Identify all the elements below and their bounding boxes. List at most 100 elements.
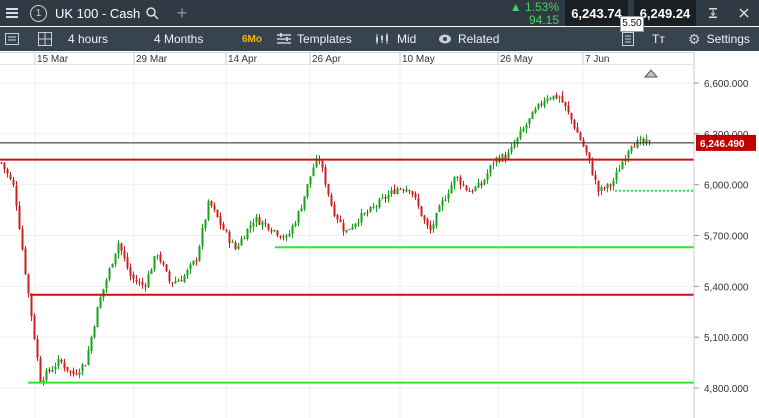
candle-body [405, 189, 408, 192]
candle-body [366, 212, 369, 214]
candle-body [597, 180, 600, 192]
close-button[interactable] [730, 0, 758, 26]
minimize-button[interactable] [698, 0, 728, 26]
candle-body [180, 279, 183, 282]
price-type-label: Mid [397, 32, 417, 46]
sell-button[interactable]: 6,243.74 [565, 0, 628, 26]
candle-body [480, 183, 483, 186]
candle-body [135, 279, 138, 282]
candle-body [246, 228, 249, 240]
menu-button[interactable] [0, 0, 24, 26]
candle-body [126, 257, 129, 268]
candle-body [522, 128, 525, 132]
candle-body [468, 190, 471, 192]
candle-body [375, 206, 378, 208]
candle-body [396, 188, 399, 194]
candle-body [234, 242, 237, 249]
settings-button[interactable]: ⚙ Settings [688, 27, 750, 51]
candle-body [420, 206, 423, 217]
candle-body [435, 212, 438, 226]
candle-body [219, 216, 222, 225]
candle-body [15, 185, 18, 206]
range-badge[interactable]: 6Mo [242, 33, 262, 45]
buy-button[interactable]: 6,249.24 [634, 0, 696, 26]
candle-body [441, 200, 444, 207]
candle-body [348, 228, 351, 230]
candle-body [270, 230, 273, 232]
candle-body [288, 233, 291, 237]
candle-body [138, 281, 141, 283]
related-icon [439, 34, 451, 44]
candle-body [303, 196, 306, 209]
candle-body [21, 228, 24, 250]
instrument-selector[interactable]: 1 UK 100 - Cash [30, 0, 140, 26]
candle-body [45, 370, 48, 381]
candle-body [243, 238, 246, 240]
candle-body [417, 198, 420, 207]
candle-body [261, 221, 264, 226]
candle-body [615, 171, 618, 180]
candle-body [183, 275, 186, 282]
candle-body [555, 94, 558, 99]
candle-body [501, 154, 504, 162]
candle-body [462, 184, 465, 186]
candle-body [558, 96, 561, 98]
range-select[interactable]: 4 Months [154, 32, 204, 46]
candle-body [147, 274, 150, 288]
candle-body [48, 369, 51, 372]
instrument-number-badge: 1 [30, 4, 47, 22]
candle-body [162, 262, 165, 265]
y-tick-label: 5,100.000 [704, 333, 749, 344]
x-tick-label: 7 Jun [585, 54, 609, 65]
candle-body [453, 176, 456, 186]
candle-body [393, 189, 396, 194]
candle-body [603, 187, 606, 189]
templates-button[interactable]: Templates [277, 27, 352, 51]
grid-button[interactable] [38, 27, 52, 51]
candle-body [399, 188, 402, 190]
candle-body [342, 222, 345, 232]
candle-body [30, 293, 33, 317]
candle-body [192, 260, 195, 265]
price-type-select[interactable]: Mid [375, 27, 416, 51]
candle-body [408, 189, 411, 192]
candle-body [585, 145, 588, 153]
candle-body [57, 358, 60, 367]
candle-body [264, 222, 267, 224]
candle-body [207, 201, 210, 220]
candle-body [114, 253, 117, 265]
interval-select[interactable]: 4 hours [68, 32, 109, 46]
candle-body [411, 191, 414, 195]
templates-icon [277, 33, 291, 44]
candle-body [390, 190, 393, 195]
candle-body [249, 225, 252, 229]
candle-body [546, 98, 549, 101]
candle-body [63, 362, 66, 368]
candle-body [165, 264, 168, 272]
candle-body [78, 372, 81, 375]
candle-body [204, 219, 207, 228]
candle-body [633, 146, 636, 148]
add-tab-button[interactable]: + [172, 0, 192, 26]
candle-body [507, 152, 510, 159]
price-chart[interactable]: 15 Mar 29 Mar 14 Apr 26 Apr 10 May 26 May 7 Ju… [0, 52, 759, 418]
candle-body [459, 177, 462, 185]
order-ticket-button[interactable] [622, 27, 634, 51]
candle-body [171, 282, 174, 284]
layout-button[interactable] [5, 27, 19, 51]
candle-body [111, 263, 114, 268]
candle-body [591, 160, 594, 176]
change-percent: ▲ 1.53% [509, 0, 559, 14]
search-button[interactable] [142, 0, 162, 26]
candle-body [213, 205, 216, 210]
related-button[interactable]: Related [438, 27, 499, 51]
text-tool-button[interactable]: Tᴛ [652, 32, 665, 46]
candle-body [75, 373, 78, 375]
candle-body [384, 197, 387, 199]
candle-body [54, 366, 57, 370]
candle-body [564, 101, 567, 107]
candle-body [6, 169, 9, 174]
candle-body [18, 205, 21, 229]
candle-body [294, 223, 297, 226]
candle-body [414, 193, 417, 198]
